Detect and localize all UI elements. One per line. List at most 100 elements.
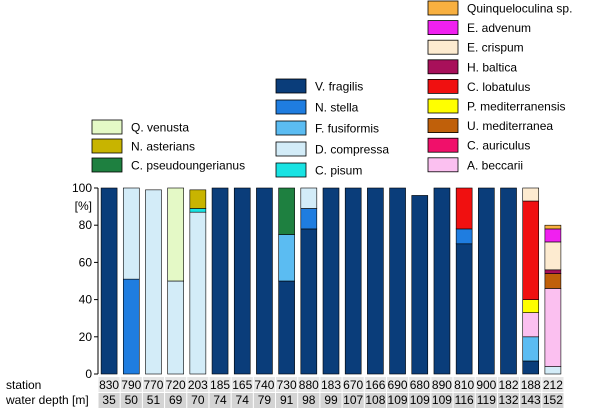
table-rows-group: 8303579050770517206920370185741657474079… — [98, 377, 564, 408]
bar-segment-e-advenum — [544, 228, 562, 243]
bar-segment-n-stella — [300, 208, 318, 230]
water-depth-label: 107 — [343, 393, 363, 407]
legend-swatch-n-stella — [275, 99, 307, 115]
water-depth-label: 119 — [477, 393, 496, 407]
legend-label-quinqueloculina-sp: Quinqueloculina sp. — [467, 2, 572, 16]
bar-segment-h-baltica — [544, 269, 562, 274]
depth-cell — [409, 393, 431, 408]
station-cell — [231, 377, 253, 392]
y-axis-label: [%] — [75, 199, 92, 213]
legend-label-a-beccarii: A. beccarii — [467, 158, 523, 172]
station-label: 212 — [543, 378, 563, 392]
bar-segment-p-mediterranensis — [522, 299, 540, 313]
legend-label-f-fusiformis: F. fusiformis — [315, 122, 379, 136]
bar-segment-v-fragilis — [300, 228, 318, 375]
depth-cell — [364, 393, 386, 408]
legend-label-n-asterians: N. asterians — [131, 140, 195, 154]
bar-segment-v-fragilis — [455, 243, 473, 375]
station-row-label: station — [6, 378, 41, 392]
station-cell — [453, 377, 475, 392]
legend-label-c-pisum: C. pisum — [315, 164, 362, 178]
bar-segment-f-fusiformis — [278, 234, 295, 282]
depth-cell — [276, 393, 298, 408]
station-label: 680 — [410, 378, 430, 392]
depth-cell — [165, 393, 187, 408]
bar-segment-q-venusta — [167, 187, 184, 282]
depth-cell — [298, 393, 320, 408]
station-label: 188 — [521, 378, 541, 392]
depth-cell — [187, 393, 209, 408]
legend-swatch-e-crispum — [427, 39, 459, 55]
station-label: 740 — [254, 378, 274, 392]
bar-segment-c-pisum — [189, 208, 207, 213]
legend-swatch-v-fragilis — [275, 78, 307, 94]
legend-swatch-quinqueloculina-sp — [427, 0, 459, 16]
legend-swatch-d-compressa — [275, 141, 307, 157]
bar-segment-v-fragilis — [344, 187, 362, 375]
legend-label-e-advenum: E. advenum — [467, 21, 531, 35]
depth-cell — [497, 393, 520, 408]
station-label: 690 — [388, 378, 408, 392]
bar-segment-v-fragilis — [100, 187, 118, 375]
water-depth-label: 98 — [302, 393, 316, 407]
station-cell — [187, 377, 209, 392]
water-depth-label: 99 — [324, 393, 338, 407]
y-tick-label: 100 — [72, 181, 92, 195]
depth-cell — [453, 393, 475, 408]
legend-label-c-pseudoungerianus: C. pseudoungerianus — [131, 159, 245, 173]
water-depth-label: 50 — [125, 393, 139, 407]
station-cell — [542, 377, 564, 392]
depth-cell — [120, 393, 142, 408]
bar-segment-v-fragilis — [389, 187, 406, 375]
legend-label-q-venusta: Q. venusta — [131, 121, 189, 135]
legend-swatch-f-fusiformis — [275, 120, 307, 136]
water-depth-label: 116 — [455, 393, 474, 407]
legend-label-h-baltica: H. baltica — [467, 60, 517, 74]
station-label: 900 — [476, 378, 496, 392]
legend-label-v-fragilis: V. fragilis — [315, 80, 363, 94]
bar-segment-n-stella — [455, 228, 473, 245]
y-tick-label: 0 — [85, 367, 92, 381]
water-depth-label: 143 — [521, 393, 541, 407]
legend-label-p-mediterranensis: P. mediterranensis — [467, 100, 566, 114]
legend-swatch-h-baltica — [427, 59, 459, 75]
station-label: 203 — [188, 378, 208, 392]
legend-group: Q. venusta N. asterians C. pseudoungerianu… — [91, 0, 572, 178]
station-cell — [520, 377, 542, 392]
station-label: 720 — [166, 378, 186, 392]
bar-segment-n-asterians — [189, 189, 207, 209]
bar-segment-d-compressa — [122, 187, 140, 280]
water-depth-label: 69 — [169, 393, 183, 407]
bar-segment-v-fragilis — [433, 187, 451, 375]
legend-swatch-n-asterians — [91, 138, 123, 154]
legend-swatch-c-pseudoungerianus — [91, 157, 123, 173]
station-label: 183 — [321, 378, 341, 392]
station-label: 810 — [454, 378, 474, 392]
station-cell — [364, 377, 386, 392]
station-cell — [497, 377, 520, 392]
bar-segment-v-fragilis — [278, 280, 295, 375]
station-cell — [342, 377, 364, 392]
station-cell — [120, 377, 142, 392]
depth-cell — [98, 393, 120, 408]
legend-label-c-auriculus: C. auriculus — [467, 139, 530, 153]
depth-cell — [209, 393, 231, 408]
station-cell — [98, 377, 120, 392]
y-tick-label: 80 — [79, 218, 93, 232]
depth-cell — [142, 393, 165, 408]
station-label: 670 — [343, 378, 363, 392]
station-cell — [298, 377, 320, 392]
bar-segment-v-fragilis — [522, 360, 540, 375]
station-label: 166 — [365, 378, 385, 392]
bar-segment-d-compressa — [544, 366, 562, 375]
bar-segment-v-fragilis — [211, 187, 229, 375]
bar-segment-v-fragilis — [322, 187, 340, 375]
water-depth-label: 74 — [213, 393, 227, 407]
water-depth-label: 109 — [388, 393, 408, 407]
station-cell — [276, 377, 298, 392]
axes-group: 0 20 40 60 80 100 — [72, 181, 99, 381]
station-cell — [142, 377, 165, 392]
bar-segment-c-pseudoungerianus — [278, 187, 295, 235]
legend-label-c-lobatulus: C. lobatulus — [467, 80, 530, 94]
